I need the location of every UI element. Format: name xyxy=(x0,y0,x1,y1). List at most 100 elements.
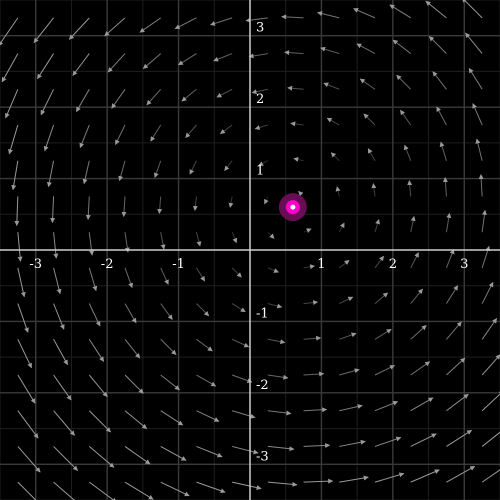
vector-arrow xyxy=(481,390,500,412)
vector-arrow xyxy=(75,89,90,113)
vector-arrow xyxy=(363,113,376,126)
vector-arrow xyxy=(374,400,399,412)
vector-arrow xyxy=(267,338,286,345)
vector-arrow xyxy=(436,106,447,126)
vector-arrow xyxy=(160,481,190,497)
vector-arrow xyxy=(216,88,233,98)
vector-arrow xyxy=(410,325,427,340)
vector-arrow xyxy=(389,4,411,19)
vector-arrow xyxy=(88,410,111,433)
vector-arrow xyxy=(160,410,184,426)
vector-arrow xyxy=(17,232,23,262)
vector-arrow xyxy=(196,303,210,317)
vector-arrow xyxy=(298,190,304,197)
vector-arrow xyxy=(303,442,331,448)
vector-arrow xyxy=(79,124,90,149)
vector-arrow xyxy=(174,17,197,30)
vector-arrow xyxy=(68,17,90,40)
x-tick-label: -1 xyxy=(172,257,185,272)
vector-arrow xyxy=(410,397,434,412)
vector-arrow xyxy=(8,124,19,155)
vector-arrow xyxy=(178,53,197,66)
vector-arrow xyxy=(410,361,431,376)
vector-arrow xyxy=(374,255,385,269)
vector-arrow xyxy=(445,212,452,233)
vector-arrow xyxy=(88,446,115,468)
equilibrium-point[interactable] xyxy=(278,193,307,222)
vector-arrow xyxy=(374,436,402,447)
vector-arrow xyxy=(248,53,268,59)
vector-arrow xyxy=(481,209,487,233)
vector-arrow xyxy=(339,296,354,305)
vector-arrow xyxy=(17,481,37,500)
vector-arrow xyxy=(293,157,304,162)
vector-arrow xyxy=(475,138,483,161)
vector-arrow xyxy=(17,374,36,404)
vector-arrow xyxy=(338,259,350,269)
vector-arrow xyxy=(284,50,304,56)
vector-arrow xyxy=(428,36,447,54)
vector-arrow xyxy=(254,124,269,130)
vector-arrow xyxy=(142,53,162,69)
vector-arrow xyxy=(17,446,41,473)
vector-arrow xyxy=(115,124,126,145)
vector-arrow xyxy=(146,88,162,106)
vector-arrow xyxy=(339,332,357,340)
vector-arrow xyxy=(124,481,154,500)
x-tick-label: -3 xyxy=(29,257,42,272)
vector-arrow xyxy=(468,67,483,90)
vector-arrow xyxy=(220,124,233,135)
vector-arrow xyxy=(14,196,20,227)
vector-arrow xyxy=(407,180,413,197)
vector-arrow xyxy=(353,8,376,19)
vector-arrow xyxy=(124,267,133,289)
vector-arrow xyxy=(53,339,69,366)
vector-arrow xyxy=(432,71,447,90)
vector-arrow xyxy=(160,445,187,461)
vector-arrow xyxy=(446,357,466,376)
vector-arrow xyxy=(396,74,412,90)
vector-arrow xyxy=(281,14,304,20)
vector-arrow xyxy=(88,339,105,362)
vector-arrow xyxy=(231,410,256,419)
vector-arrow xyxy=(478,174,484,197)
vector-arrow xyxy=(446,321,462,340)
vector-arrow xyxy=(267,374,289,380)
vector-arrow xyxy=(339,475,369,483)
vector-arrow xyxy=(481,281,494,304)
vector-arrow xyxy=(231,303,246,313)
vector-arrow xyxy=(445,248,455,269)
vector-arrow xyxy=(53,446,78,471)
vector-arrow xyxy=(425,0,447,19)
vector-arrow xyxy=(446,429,472,447)
vector-arrow xyxy=(481,318,498,340)
vector-arrow xyxy=(124,410,148,430)
vector-arrow xyxy=(196,481,226,494)
vector-arrow xyxy=(213,53,233,62)
vector-arrow xyxy=(50,196,56,224)
x-tick-label: -2 xyxy=(101,257,114,272)
vector-arrow xyxy=(446,393,469,412)
vector-arrow xyxy=(17,303,29,333)
vector-arrow xyxy=(267,267,279,273)
vector-arrow xyxy=(160,338,177,355)
vector-arrow xyxy=(410,252,420,269)
vector-arrow xyxy=(410,215,416,233)
vector-arrow xyxy=(267,231,275,239)
vector-arrow xyxy=(339,404,363,412)
vector-arrow xyxy=(303,264,316,270)
vector-arrow xyxy=(196,410,220,422)
vector-arrow xyxy=(85,196,91,221)
vector-arrow xyxy=(88,267,98,292)
vector-arrow xyxy=(303,335,322,341)
vector-arrow xyxy=(210,17,233,26)
vector-arrow xyxy=(338,222,345,233)
vector-arrow xyxy=(231,231,238,244)
vector-arrow xyxy=(0,17,19,47)
vector-arrow xyxy=(1,53,19,83)
vector-arrow xyxy=(124,446,151,465)
vector-arrow xyxy=(267,410,292,416)
